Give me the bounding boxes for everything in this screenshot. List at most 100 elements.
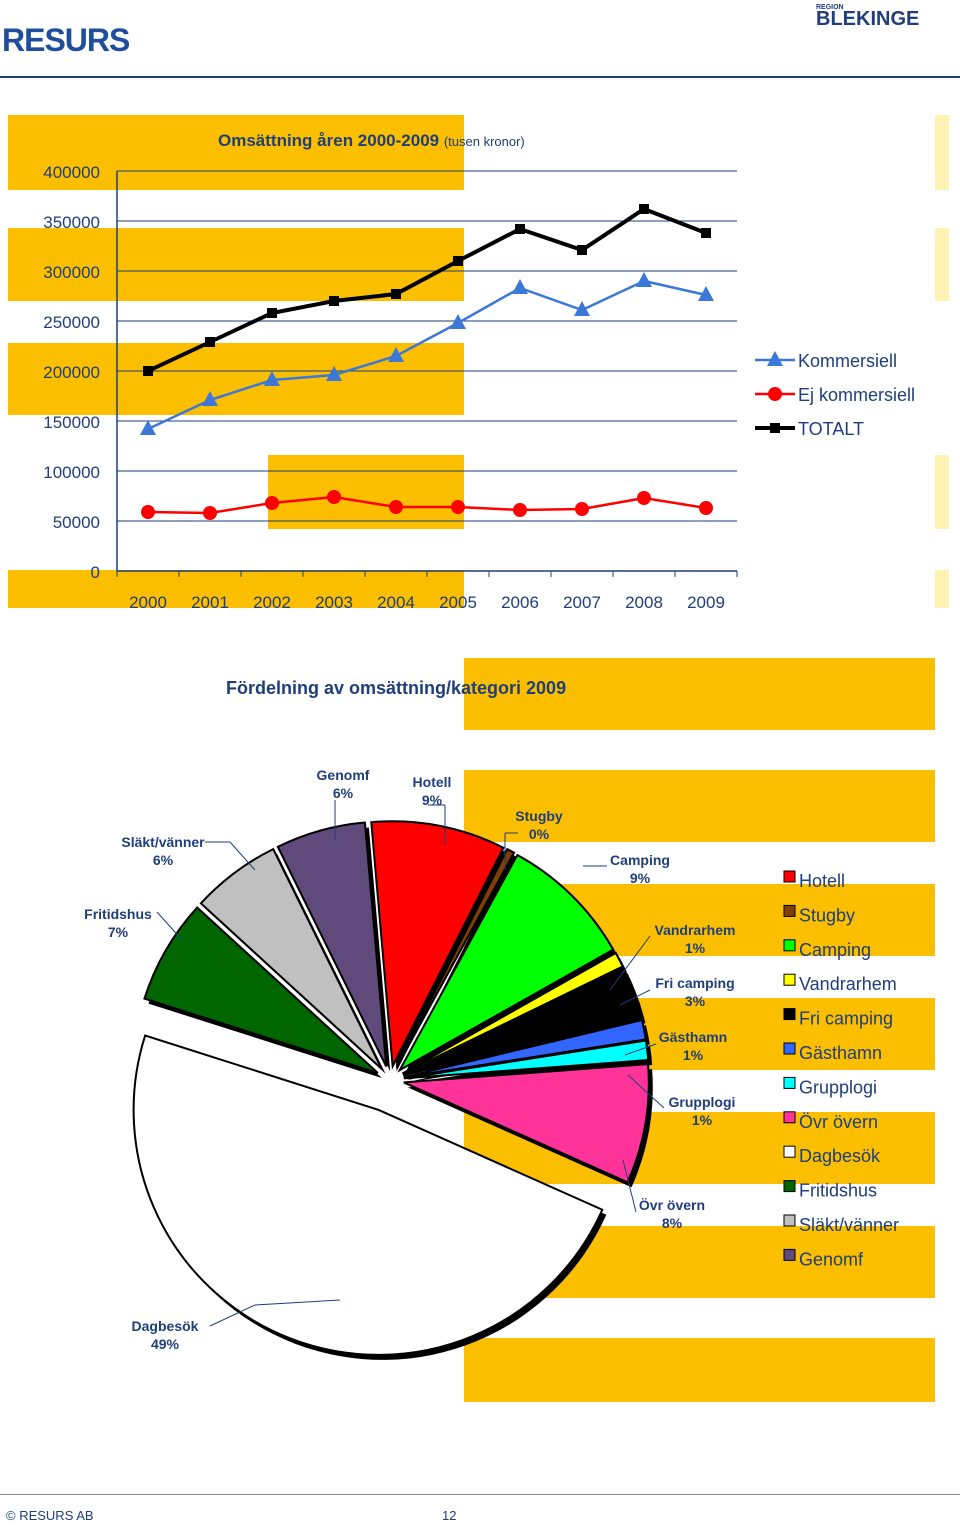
decor-band — [268, 455, 464, 529]
x-tick-label: 2004 — [377, 593, 415, 612]
x-tick-label: 2007 — [563, 593, 601, 612]
pie-title: Fördelning av omsättning/kategori 2009 — [226, 678, 566, 698]
data-point-totalt — [205, 337, 215, 347]
pie-label-dagbesök: Dagbesök — [132, 1318, 199, 1334]
data-point-totalt — [701, 228, 711, 238]
pie-label-stugby: Stugby — [515, 808, 563, 824]
chart-subtitle: (tusen kronor) — [444, 134, 525, 149]
decor-stripe — [935, 570, 949, 608]
y-tick-label: 350000 — [43, 213, 100, 232]
pie-legend-label-genomf: Genomf — [799, 1249, 864, 1269]
pie-pct-dagbesök: 49% — [151, 1336, 180, 1352]
y-tick-label: 50000 — [53, 513, 100, 532]
pie-pct-övr-övern: 8% — [662, 1215, 683, 1231]
pie-label-grupplogi: Grupplogi — [669, 1094, 736, 1110]
decor-band — [464, 658, 935, 730]
data-point-kommersiell — [264, 371, 280, 386]
pie-legend-swatch-gästhamn — [783, 1042, 796, 1055]
pie-legend-swatch-släkt-vänner — [783, 1214, 796, 1227]
y-tick-label: 100000 — [43, 463, 100, 482]
data-point-kommersiell — [140, 420, 156, 435]
legend-marker-totalt — [770, 423, 780, 433]
data-point-ej-kommersiell — [327, 490, 341, 504]
pie-legend-swatch-vandrarhem — [783, 973, 796, 986]
pie-label-genomf: Genomf — [317, 767, 370, 783]
pie-legend-swatch-dagbesök — [783, 1145, 796, 1158]
pie-leader-line — [624, 1043, 657, 1056]
pie-label-gästhamn: Gästhamn — [659, 1029, 727, 1045]
pie-leader-line — [209, 1304, 256, 1327]
pie-leader-line — [156, 911, 183, 941]
x-tick-label: 2006 — [501, 593, 539, 612]
data-point-ej-kommersiell — [141, 505, 155, 519]
blekinge-logo: BLEKINGE — [816, 8, 920, 30]
data-point-ej-kommersiell — [389, 500, 403, 514]
pie-pct-släkt-vänner: 6% — [153, 852, 174, 868]
data-point-kommersiell — [574, 301, 590, 316]
data-point-ej-kommersiell — [575, 502, 589, 516]
legend-label-kommersiell: Kommersiell — [798, 351, 897, 371]
pie-slice-stugby — [395, 847, 516, 1069]
chart-title-main: Omsättning åren 2000-2009 — [218, 131, 444, 150]
pie-leader-line — [622, 1159, 637, 1213]
x-tick-label: 2008 — [625, 593, 663, 612]
pie-legend-swatch-övr-övern — [783, 1111, 796, 1124]
pie-leader-line — [609, 935, 651, 991]
data-point-totalt — [577, 245, 587, 255]
x-tick-label: 2003 — [315, 593, 353, 612]
y-tick-label: 400000 — [43, 163, 100, 182]
pie-pct-vandrarhem: 1% — [685, 940, 706, 956]
data-point-ej-kommersiell — [265, 496, 279, 510]
x-tick-label: 2001 — [191, 593, 229, 612]
data-point-ej-kommersiell — [699, 501, 713, 515]
pie-pct-stugby: 0% — [529, 826, 550, 842]
legend-marker-ej-kommersiell — [768, 387, 782, 401]
pie-legend-label-fri-camping: Fri camping — [799, 1009, 893, 1029]
pie-leader-line — [229, 841, 256, 871]
pie-slice-fri-camping — [402, 966, 643, 1077]
data-point-kommersiell — [450, 314, 466, 329]
pie-label-camping: Camping — [610, 852, 670, 868]
pie-legend-swatch-genomf — [783, 1248, 796, 1261]
pie-label-släkt-vänner: Släkt/vänner — [121, 834, 205, 850]
partner-logo-small-text: REGION — [816, 4, 844, 11]
legend-label-ej-kommersiell: Ej kommersiell — [798, 385, 915, 405]
decor-band — [8, 115, 464, 190]
pie-legend-label-camping: Camping — [799, 940, 871, 960]
decor-band — [464, 770, 935, 842]
data-point-totalt — [267, 308, 277, 318]
pie-label-övr-övern: Övr övern — [639, 1197, 705, 1213]
pie-legend-label-gästhamn: Gästhamn — [799, 1043, 882, 1063]
pie-pct-gästhamn: 1% — [683, 1047, 704, 1063]
pie-legend-swatch-hotell — [783, 870, 796, 883]
pie-legend-label-hotell: Hotell — [799, 871, 845, 891]
pie-slice-grupplogi — [403, 1039, 650, 1080]
data-point-ej-kommersiell — [451, 500, 465, 514]
data-point-totalt — [391, 289, 401, 299]
legend-marker-kommersiell — [767, 351, 783, 366]
pie-legend-swatch-grupplogi — [783, 1076, 796, 1089]
footer-copyright: © RESURS AB — [6, 1508, 94, 1523]
x-tick-label: 2002 — [253, 593, 291, 612]
pie-label-hotell: Hotell — [413, 774, 452, 790]
footer-divider — [0, 1494, 960, 1495]
x-tick-label: 2005 — [439, 593, 477, 612]
pie-label-vandrarhem: Vandrarhem — [655, 922, 736, 938]
chart-title: Omsättning åren 2000-2009 (tusen kronor) — [218, 131, 525, 150]
data-point-totalt — [143, 366, 153, 376]
pie-leader-line — [619, 989, 651, 1006]
pie-legend-label-släkt-vänner: Släkt/vänner — [799, 1215, 899, 1235]
decor-stripe — [935, 455, 949, 529]
pie-legend-label-dagbesök: Dagbesök — [799, 1146, 881, 1166]
pie-pct-grupplogi: 1% — [692, 1112, 713, 1128]
pie-slice-hotell — [370, 820, 505, 1070]
data-point-ej-kommersiell — [513, 503, 527, 517]
header-divider — [0, 76, 960, 78]
pie-label-fritidshus: Fritidshus — [84, 906, 152, 922]
pie-slice-fritidshus — [143, 906, 379, 1074]
pie-slice-gästhamn — [403, 1018, 647, 1079]
pie-legend-swatch-stugby — [783, 904, 796, 917]
pie-legend-label-fritidshus: Fritidshus — [799, 1181, 877, 1201]
